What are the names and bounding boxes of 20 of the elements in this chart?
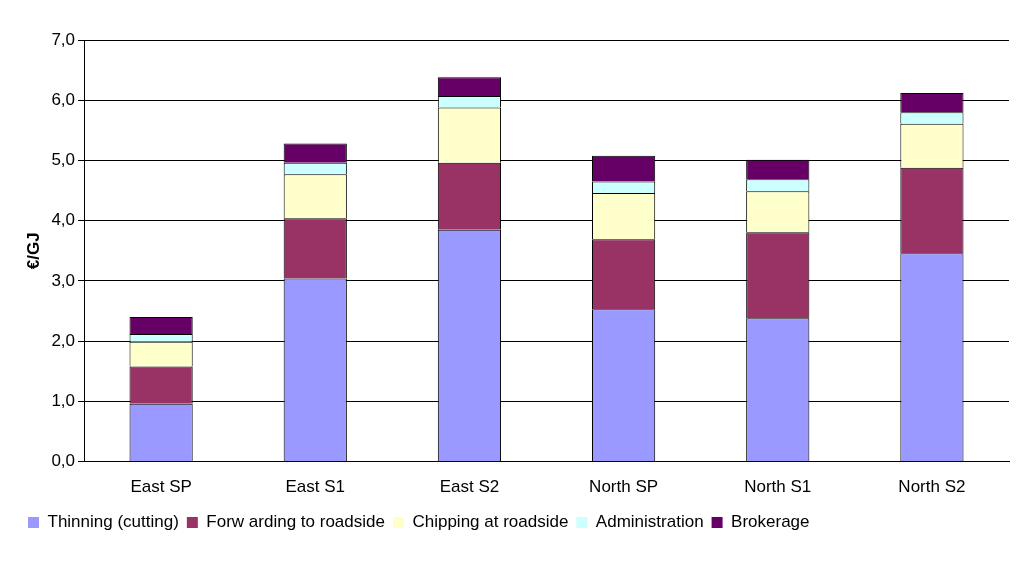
x-tick-label: East S2: [439, 477, 500, 497]
legend-label: Administration: [595, 512, 704, 532]
y-tick-label: 4,0: [51, 210, 76, 230]
legend-label: Forw arding to roadside: [206, 512, 385, 532]
x-tick-label: North S1: [744, 477, 812, 497]
y-axis-title: €/GJ: [23, 232, 43, 270]
legend-label: Chipping at roadside: [412, 512, 569, 532]
y-tick-label: 2,0: [51, 330, 76, 350]
y-tick-label: 6,0: [51, 89, 76, 109]
y-tick-label: 1,0: [51, 391, 76, 411]
y-tick-label: 5,0: [51, 150, 76, 170]
legend-label: Brokerage: [731, 512, 810, 532]
x-tick-label: North SP: [589, 477, 659, 497]
y-tick-label: 7,0: [51, 29, 76, 49]
legend-label: Thinning (cutting): [47, 512, 179, 532]
y-tick-label: 3,0: [51, 270, 76, 290]
x-tick-label: North S2: [898, 477, 966, 497]
x-tick-label: East SP: [130, 477, 192, 497]
x-tick-label: East S1: [285, 477, 346, 497]
y-tick-label: 0,0: [51, 451, 76, 471]
